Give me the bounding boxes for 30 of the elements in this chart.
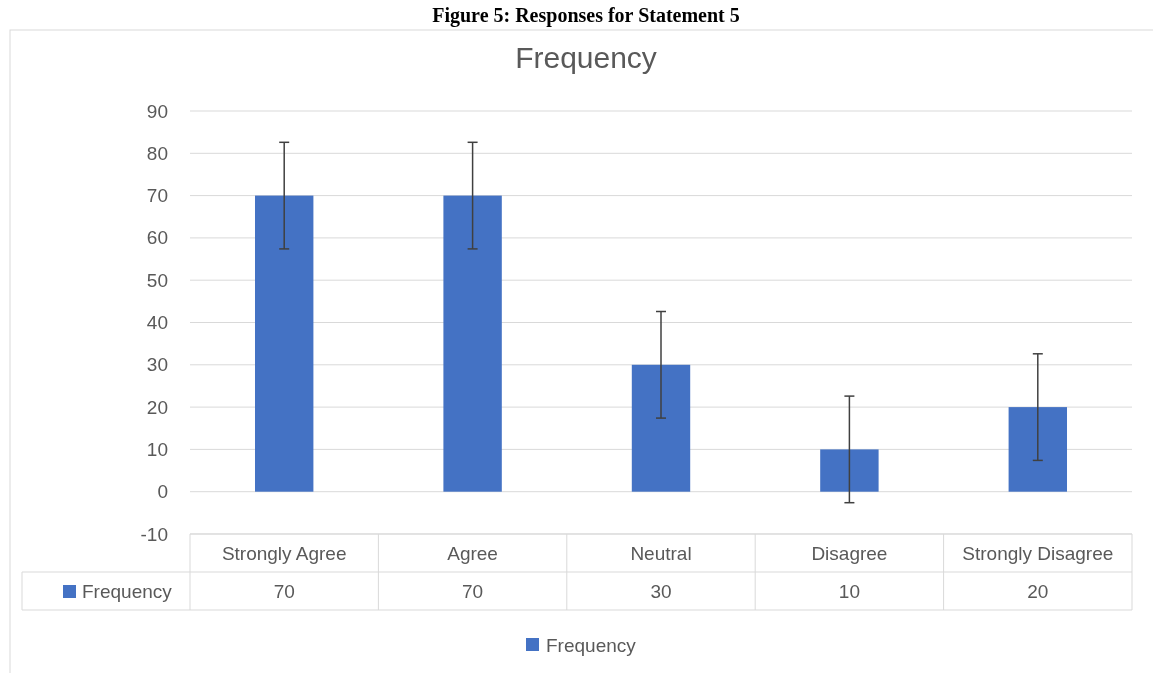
y-tick-label: 50 — [146, 269, 168, 291]
bar — [1008, 407, 1067, 492]
legend-label: Frequency — [82, 581, 173, 602]
y-tick-label: 0 — [157, 481, 168, 503]
bar — [631, 364, 691, 492]
y-tick-label: 20 — [146, 396, 168, 418]
data-label: 70 — [273, 581, 295, 602]
y-tick-label: -10 — [140, 523, 168, 545]
x-tick-label: Agree — [447, 543, 498, 564]
bar — [820, 449, 879, 492]
y-tick-label: 30 — [146, 354, 168, 376]
x-tick-label: Disagree — [811, 543, 888, 564]
bar — [443, 195, 502, 492]
chart-subtitle: Frequency — [515, 41, 657, 74]
y-tick-label: 60 — [146, 227, 168, 249]
x-tick-label: Strongly Agree — [221, 543, 347, 564]
data-label: 30 — [650, 581, 672, 602]
y-tick-label: 90 — [146, 100, 168, 122]
chart-title: Figure 5: Responses for Statement 5 — [432, 4, 740, 27]
y-tick-label: 70 — [146, 185, 168, 207]
y-tick-label: 80 — [146, 142, 168, 164]
data-label: 10 — [838, 581, 860, 602]
data-label: 20 — [1027, 581, 1049, 602]
x-tick-label: Strongly Disagree — [962, 543, 1114, 564]
text: Frequency — [546, 635, 636, 656]
data-label: 70 — [462, 581, 484, 602]
bar — [255, 195, 314, 492]
y-tick-label: 10 — [146, 438, 168, 460]
y-tick-label: 40 — [146, 312, 168, 334]
x-tick-label: Neutral — [630, 543, 692, 564]
